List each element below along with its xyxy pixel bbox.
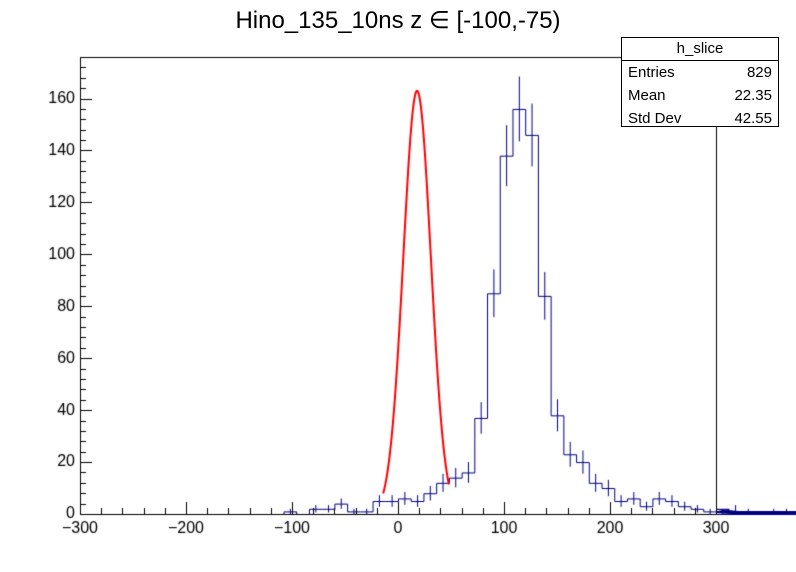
entries-value: 829 [746, 64, 772, 81]
stats-box: h_slice Entries 829 Mean 22.35 Std Dev 4… [621, 37, 779, 127]
std-label: Std Dev [628, 110, 682, 127]
entries-label: Entries [628, 64, 675, 81]
mean-value: 22.35 [734, 87, 772, 104]
chart-title: Hino_135_10ns z ∈ [-100,-75) [235, 7, 561, 34]
stats-name: h_slice [622, 38, 778, 61]
stats-std-row: Std Dev 42.55 [622, 107, 778, 130]
mean-label: Mean [628, 87, 666, 104]
stats-entries-row: Entries 829 [622, 61, 778, 84]
stats-mean-row: Mean 22.35 [622, 84, 778, 107]
std-value: 42.55 [734, 110, 772, 127]
